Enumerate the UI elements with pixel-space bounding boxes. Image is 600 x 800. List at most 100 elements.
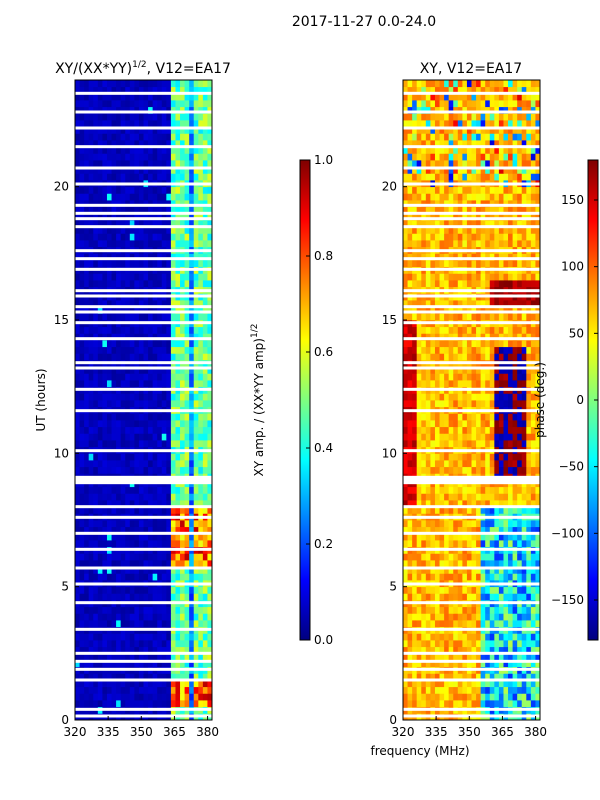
amplitude-heatmap-cell: [93, 533, 99, 541]
amplitude-heatmap-cell: [175, 433, 181, 441]
phase-heatmap-cell: [476, 366, 482, 374]
amplitude-heatmap-cell: [184, 113, 190, 121]
phase-heatmap-cell: [471, 453, 477, 461]
amplitude-heatmap-cell: [202, 106, 208, 114]
amplitude-heatmap-cell: [120, 373, 126, 381]
amplitude-heatmap-cell: [148, 613, 154, 621]
amplitude-heatmap-cell: [79, 533, 85, 541]
phase-heatmap-cell: [480, 660, 486, 668]
phase-heatmap-cell: [457, 440, 463, 448]
phase-heatmap-cell: [480, 693, 486, 701]
amplitude-heatmap-cell: [75, 220, 80, 228]
phase-heatmap-cell: [466, 540, 472, 548]
amplitude-heatmap-cell: [88, 226, 94, 234]
amplitude-heatmap-cell: [111, 460, 117, 468]
phase-heatmap-cell: [485, 333, 491, 341]
phase-heatmap-cell: [462, 540, 468, 548]
amplitude-heatmap-cell: [93, 693, 99, 701]
amplitude-heatmap-cell: [111, 453, 117, 461]
amplitude-heatmap-cell: [161, 366, 167, 374]
phase-heatmap-cell: [448, 520, 454, 528]
amplitude-heatmap-cell: [143, 140, 149, 148]
amplitude-heatmap-cell: [202, 653, 208, 661]
amplitude-heatmap-cell: [166, 686, 172, 694]
phase-heatmap-cell: [444, 313, 450, 321]
phase-heatmap-cell: [476, 520, 482, 528]
amplitude-heatmap-cell: [79, 333, 85, 341]
amplitude-heatmap-cell: [106, 126, 112, 134]
amplitude-heatmap-cell: [97, 233, 103, 241]
amplitude-heatmap-cell: [166, 653, 172, 661]
amplitude-heatmap-cell: [202, 373, 208, 381]
amplitude-heatmap-cell: [106, 700, 112, 708]
amplitude-heatmap-cell: [161, 146, 167, 154]
amplitude-heatmap-cell: [106, 353, 112, 361]
amplitude-heatmap-cell: [143, 160, 149, 168]
phase-heatmap-cell: [444, 453, 450, 461]
amplitude-heatmap-cell: [184, 160, 190, 168]
amplitude-heatmap-cell: [75, 166, 80, 174]
amplitude-heatmap-cell: [166, 606, 172, 614]
phase-heatmap-cell: [457, 420, 463, 428]
phase-heatmap-cell: [530, 420, 536, 428]
amplitude-heatmap-cell: [166, 673, 172, 681]
phase-heatmap-cell: [430, 373, 436, 381]
amplitude-heatmap-cell: [111, 306, 117, 314]
phase-heatmap-cell: [430, 366, 436, 374]
phase-heatmap-cell: [489, 633, 495, 641]
phase-heatmap-cell: [476, 466, 482, 474]
phase-heatmap-cell: [526, 420, 532, 428]
amplitude-heatmap-cell: [189, 540, 195, 548]
amplitude-heatmap-cell: [111, 520, 117, 528]
amplitude-heatmap-cell: [134, 300, 140, 308]
phase-heatmap-cell: [407, 613, 413, 621]
amplitude-heatmap-cell: [207, 226, 213, 234]
phase-heatmap-cell: [508, 326, 513, 334]
phase-heatmap-cell: [471, 646, 477, 654]
phase-heatmap-cell: [480, 540, 486, 548]
amplitude-heatmap-cell: [97, 340, 103, 348]
amplitude-heatmap-cell: [134, 120, 140, 128]
phase-heatmap-cell: [416, 686, 422, 694]
phase-heatmap-cell: [430, 413, 436, 421]
amplitude-heatmap-cell: [88, 700, 94, 708]
phase-heatmap-cell: [521, 560, 527, 568]
amplitude-heatmap-cell: [143, 393, 149, 401]
phase-heatmap-cell: [517, 273, 523, 281]
phase-heatmap-cell: [476, 440, 482, 448]
amplitude-heatmap-cell: [116, 273, 122, 281]
phase-heatmap-cell: [471, 633, 477, 641]
phase-heatmap-cell: [476, 333, 482, 341]
phase-heatmap-cell: [485, 280, 491, 288]
phase-heatmap-cell: [535, 373, 541, 381]
amplitude-colorbar-tick-label: 0.6: [314, 345, 333, 359]
phase-heatmap-cell: [517, 333, 523, 341]
amplitude-heatmap-cell: [189, 306, 195, 314]
amplitude-heatmap-cell: [106, 226, 112, 234]
phase-heatmap-cell: [503, 673, 509, 681]
amplitude-heatmap-cell: [152, 140, 158, 148]
phase-heatmap-cell: [471, 673, 477, 681]
phase-heatmap-cell: [508, 700, 513, 708]
phase-heatmap-cell: [476, 553, 482, 561]
amplitude-heatmap-cell: [116, 333, 122, 341]
amplitude-heatmap-cell: [180, 200, 185, 208]
phase-heatmap-cell: [439, 420, 445, 428]
amplitude-heatmap-cell: [143, 200, 149, 208]
phase-heatmap-cell: [412, 440, 418, 448]
amplitude-heatmap-cell: [148, 566, 154, 574]
amplitude-heatmap-cell: [166, 426, 172, 434]
phase-heatmap-cell: [526, 533, 532, 541]
phase-heatmap-cell: [457, 560, 463, 568]
phase-heatmap-cell: [535, 393, 541, 401]
phase-heatmap-cell: [412, 373, 418, 381]
amplitude-heatmap-cell: [102, 213, 108, 221]
phase-heatmap-cell: [444, 620, 450, 628]
amplitude-heatmap-cell: [184, 253, 190, 261]
amplitude-heatmap: [75, 80, 213, 721]
amplitude-heatmap-cell: [166, 420, 172, 428]
phase-heatmap-cell: [421, 306, 427, 314]
phase-heatmap-cell: [439, 400, 445, 408]
amplitude-heatmap-cell: [134, 540, 140, 548]
phase-heatmap-cell: [448, 500, 454, 508]
